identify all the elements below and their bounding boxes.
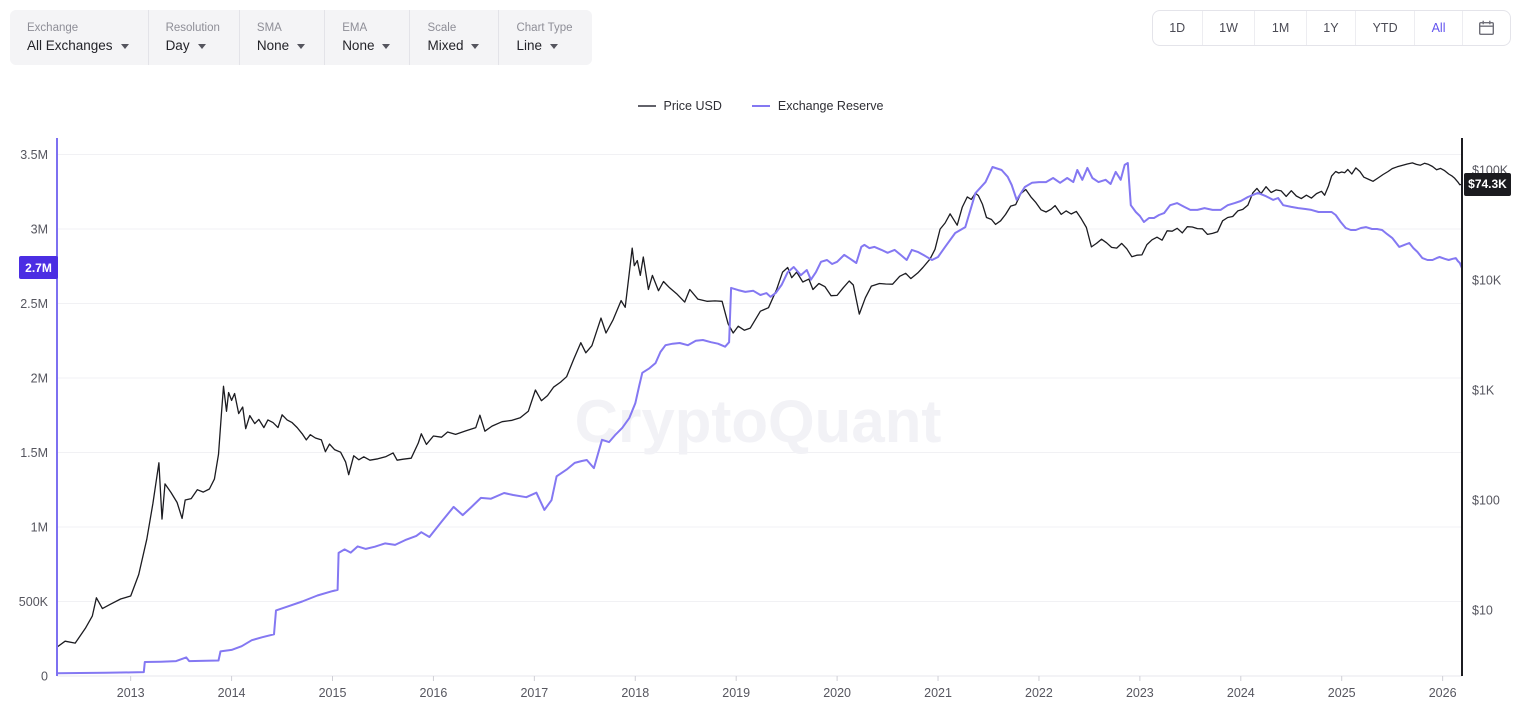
chevron-down-icon bbox=[297, 43, 306, 49]
ema-dropdown[interactable]: EMA None bbox=[324, 10, 409, 65]
x-axis-tick-label: 2015 bbox=[319, 686, 347, 700]
chevron-down-icon bbox=[382, 43, 391, 49]
x-axis-tick-label: 2019 bbox=[722, 686, 750, 700]
left-axis-tick-label: 2.5M bbox=[20, 297, 48, 311]
right-axis-tick-label: $10 bbox=[1472, 604, 1493, 618]
sma-dropdown[interactable]: SMA None bbox=[238, 10, 324, 65]
resolution-dropdown-label: Resolution bbox=[165, 22, 220, 34]
exchange-dropdown-value: All Exchanges bbox=[27, 37, 113, 53]
scale-dropdown-label: Scale bbox=[427, 22, 457, 34]
exchange-reserve-line bbox=[56, 162, 1463, 675]
price-usd-line bbox=[56, 162, 1463, 648]
x-axis-tick-label: 2020 bbox=[823, 686, 851, 700]
scale-dropdown[interactable]: Scale Mixed bbox=[409, 10, 498, 65]
range-button-ytd[interactable]: YTD bbox=[1355, 11, 1414, 45]
cryptoquant-watermark: CryptoQuant bbox=[575, 388, 942, 455]
x-axis-tick-label: 2024 bbox=[1227, 686, 1255, 700]
left-axis-tick-label: 3M bbox=[31, 223, 48, 237]
sma-dropdown-label: SMA bbox=[256, 22, 282, 34]
x-axis-tick-label: 2013 bbox=[117, 686, 145, 700]
right-axis-tick-label: $100 bbox=[1472, 494, 1500, 508]
calendar-button[interactable] bbox=[1462, 11, 1510, 45]
left-axis-tick-label: 1M bbox=[31, 521, 48, 535]
range-button-1w[interactable]: 1W bbox=[1201, 11, 1255, 45]
range-button-1m[interactable]: 1M bbox=[1254, 11, 1305, 45]
range-button-1y[interactable]: 1Y bbox=[1305, 11, 1355, 45]
chevron-down-icon bbox=[120, 43, 129, 49]
right-axis-tick-label: $10K bbox=[1472, 274, 1502, 288]
exchange-reserve-line-swatch bbox=[751, 105, 770, 107]
left-axis-tick-label: 1.5M bbox=[20, 446, 48, 460]
legend-item-exchange-reserve[interactable]: Exchange Reserve bbox=[751, 99, 884, 113]
range-button-all[interactable]: All bbox=[1414, 11, 1462, 45]
range-button-1d[interactable]: 1D bbox=[1169, 21, 1186, 35]
ema-dropdown-value: None bbox=[342, 37, 375, 53]
x-axis-tick-label: 2018 bbox=[621, 686, 649, 700]
sma-dropdown-value: None bbox=[256, 37, 290, 53]
x-axis-tick-label: 2017 bbox=[520, 686, 548, 700]
chart-type-dropdown[interactable]: Chart Type Line bbox=[498, 10, 591, 65]
x-axis-tick-label: 2025 bbox=[1328, 686, 1356, 700]
legend-label-exchange-reserve: Exchange Reserve bbox=[777, 99, 884, 113]
x-axis-tick-label: 2016 bbox=[420, 686, 448, 700]
price-current-value-badge: $74.3K bbox=[1464, 172, 1511, 196]
x-axis-tick-label: 2026 bbox=[1429, 686, 1457, 700]
chart-type-dropdown-value: Line bbox=[516, 37, 543, 53]
x-axis-tick-label: 2022 bbox=[1025, 686, 1053, 700]
chart-legend: Price USD Exchange Reserve bbox=[0, 99, 1521, 113]
time-range-selector: 1D 1W 1M 1Y YTD All bbox=[1151, 10, 1511, 46]
exchange-dropdown-label: Exchange bbox=[27, 22, 79, 34]
ema-dropdown-label: EMA bbox=[342, 22, 368, 34]
resolution-dropdown-value: Day bbox=[165, 37, 190, 53]
reserve-current-value-badge: 2.7M bbox=[19, 256, 58, 280]
price-usd-line-swatch bbox=[637, 105, 656, 107]
x-axis-tick-label: 2023 bbox=[1126, 686, 1154, 700]
chevron-down-icon bbox=[550, 43, 559, 49]
legend-label-price-usd: Price USD bbox=[663, 99, 722, 113]
left-axis-tick-label: 2M bbox=[31, 372, 48, 386]
left-axis-tick-label: 500K bbox=[19, 595, 49, 609]
chart-settings-toolbar: Exchange All Exchanges Resolution Day SM… bbox=[10, 10, 592, 65]
legend-item-price-usd[interactable]: Price USD bbox=[637, 99, 722, 113]
calendar-icon bbox=[1479, 20, 1495, 36]
chart-type-dropdown-label: Chart Type bbox=[516, 22, 573, 34]
chevron-down-icon bbox=[471, 43, 480, 49]
chevron-down-icon bbox=[197, 43, 206, 49]
scale-dropdown-value: Mixed bbox=[427, 37, 464, 53]
left-axis-tick-label: 0 bbox=[41, 670, 48, 684]
resolution-dropdown[interactable]: Resolution Day bbox=[147, 10, 239, 65]
right-axis-tick-label: $1K bbox=[1472, 384, 1495, 398]
x-axis-tick-label: 2014 bbox=[218, 686, 246, 700]
exchange-dropdown[interactable]: Exchange All Exchanges bbox=[10, 10, 148, 65]
x-axis-tick-label: 2021 bbox=[924, 686, 952, 700]
left-axis-tick-label: 3.5M bbox=[20, 148, 48, 162]
